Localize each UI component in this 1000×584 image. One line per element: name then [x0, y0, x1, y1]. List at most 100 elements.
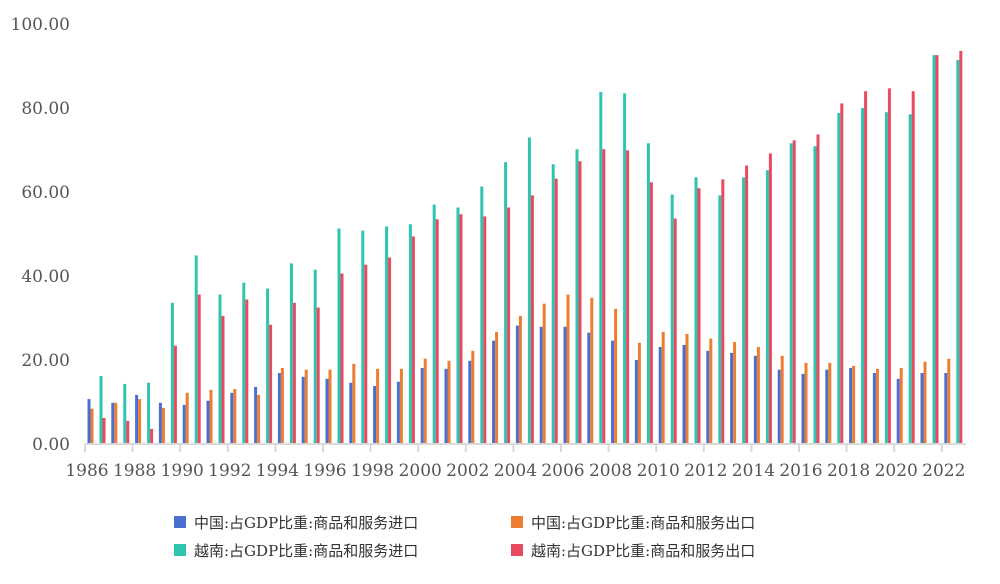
bar	[599, 92, 603, 444]
bar	[340, 273, 344, 444]
bar	[742, 177, 746, 445]
x-tick-label: 2008	[589, 461, 632, 481]
x-tick-label: 2016	[779, 461, 822, 481]
bar	[563, 326, 567, 444]
bar	[468, 360, 472, 444]
bar	[614, 308, 618, 444]
bar	[956, 60, 960, 444]
bar	[554, 178, 558, 444]
bar	[111, 402, 115, 444]
y-tick-label: 0.00	[32, 435, 70, 455]
bar	[637, 342, 641, 444]
x-tick-label: 2000	[399, 461, 442, 481]
bar	[483, 216, 487, 444]
bar	[527, 137, 531, 444]
bar	[849, 368, 853, 444]
bar	[947, 358, 951, 444]
y-axis: 0.00 20.00 40.00 60.00 80.00 100.00	[11, 15, 70, 455]
bar	[792, 140, 796, 445]
bar	[959, 50, 963, 445]
bar	[518, 315, 522, 444]
bar	[861, 108, 865, 444]
bar	[884, 112, 888, 444]
bar	[566, 294, 570, 444]
bar	[896, 378, 900, 444]
bar	[920, 373, 924, 444]
bar	[313, 269, 317, 444]
bar	[423, 358, 427, 444]
legend-item-china-export[interactable]: 中国:占GDP比重:商品和服务出口	[511, 512, 848, 533]
bar	[611, 340, 615, 444]
y-tick-label: 20.00	[21, 351, 70, 371]
bar	[575, 149, 579, 444]
bar	[126, 420, 130, 444]
legend-item-china-import[interactable]: 中国:占GDP比重:商品和服务进口	[174, 512, 511, 533]
bar	[539, 326, 543, 444]
bar	[135, 394, 139, 444]
legend-item-vietnam-import[interactable]: 越南:占GDP比重:商品和服务进口	[174, 540, 511, 561]
bar	[123, 383, 127, 444]
bar	[376, 368, 380, 444]
bar	[150, 428, 154, 444]
bar	[459, 214, 463, 444]
x-tick-label: 1994	[256, 461, 299, 481]
bar	[420, 368, 424, 444]
bar	[804, 362, 808, 444]
bar	[542, 303, 546, 444]
x-axis: 1986 1988 1990 1992 1994 1996 1998 2000 2002 2004…	[65, 443, 966, 481]
bar	[447, 360, 451, 444]
bar	[733, 341, 737, 444]
bar	[756, 347, 760, 444]
bar	[435, 219, 439, 444]
bar	[304, 369, 308, 444]
bar	[230, 392, 234, 444]
bar	[385, 226, 389, 444]
legend-item-vietnam-export[interactable]: 越南:占GDP比重:商品和服务出口	[511, 540, 848, 561]
x-tick-label: 1996	[303, 461, 346, 481]
bar	[706, 350, 710, 444]
bar	[697, 188, 701, 444]
bar	[233, 389, 237, 444]
bar	[911, 91, 915, 444]
bar	[789, 143, 793, 445]
bar	[837, 113, 841, 444]
bar	[495, 331, 499, 444]
bar	[361, 230, 365, 444]
legend: 中国:占GDP比重:商品和服务进口 中国:占GDP比重:商品和服务出口 越南:占…	[174, 508, 874, 564]
x-tick-label: 2006	[541, 461, 584, 481]
x-tick-label: 2014	[732, 461, 775, 481]
bar	[828, 362, 832, 444]
bar	[507, 207, 511, 444]
bar	[864, 91, 868, 444]
bar	[587, 332, 591, 444]
bar	[444, 368, 448, 444]
bar	[780, 355, 784, 444]
bar	[504, 162, 508, 444]
bar	[328, 369, 332, 444]
x-tick-label: 1992	[208, 461, 251, 481]
bar	[316, 307, 320, 444]
bar	[388, 257, 392, 444]
bar	[634, 360, 638, 444]
x-tick-label: 1990	[161, 461, 204, 481]
bar	[221, 315, 225, 444]
bar	[289, 263, 293, 444]
legend-label: 中国:占GDP比重:商品和服务进口	[194, 513, 419, 532]
bar	[682, 344, 686, 444]
x-tick-label: 2004	[494, 461, 537, 481]
bar	[269, 324, 273, 444]
bar	[578, 161, 582, 445]
bar	[649, 182, 653, 445]
bar	[801, 373, 805, 444]
bar	[266, 288, 270, 444]
legend-label: 越南:占GDP比重:商品和服务进口	[194, 541, 419, 560]
bar	[242, 282, 246, 444]
bar	[301, 376, 305, 444]
legend-label: 中国:占GDP比重:商品和服务出口	[531, 513, 756, 532]
bar	[325, 378, 329, 444]
bar	[932, 55, 936, 444]
bar	[899, 368, 903, 444]
bar	[840, 103, 844, 445]
bar	[935, 55, 939, 444]
x-tick-label: 2020	[875, 461, 918, 481]
